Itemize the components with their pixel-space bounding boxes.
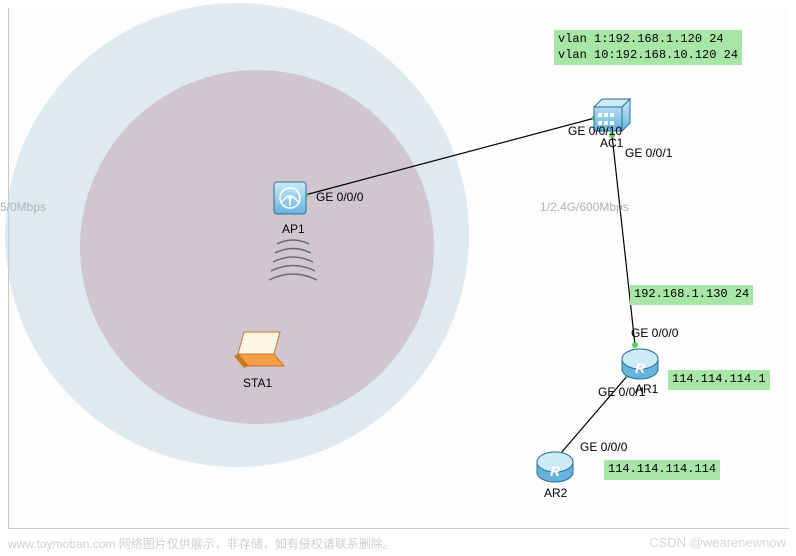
- port-label: GE 0/0/1: [625, 146, 672, 160]
- node-ap1-label: AP1: [282, 222, 305, 236]
- wifi-waves-icon: [263, 238, 323, 294]
- note-ar1-ip: 192.168.1.130 24: [630, 285, 753, 305]
- node-sta1[interactable]: [230, 330, 286, 377]
- port-label: GE 0/0/1: [598, 385, 645, 399]
- router-icon: R: [535, 448, 575, 484]
- watermark-source: www.toymoban.com 网络图片仅供展示，非存储，如有侵权请联系删除。: [8, 535, 395, 552]
- port-label: GE 0/0/10: [568, 124, 622, 138]
- note-ac1-vlans: vlan 1:192.168.1.120 24 vlan 10:192.168.…: [554, 30, 742, 65]
- ap-icon: [272, 180, 308, 216]
- radio-label-left: 5/0Mbps: [0, 200, 46, 214]
- node-ac1-label: AC1: [600, 136, 623, 150]
- node-ar2[interactable]: R: [535, 448, 575, 487]
- router-icon: R: [620, 345, 660, 381]
- svg-text:R: R: [635, 360, 646, 376]
- node-ar2-label: AR2: [544, 486, 567, 500]
- port-label: GE 0/0/0: [631, 326, 678, 340]
- port-label: GE 0/0/0: [316, 190, 363, 204]
- radio-label-right: 1/2.4G/600Mbps: [540, 200, 629, 214]
- node-ar1[interactable]: R: [620, 345, 660, 384]
- note-ar1-wan: 114.114.114.1: [668, 370, 770, 390]
- note-ar2-ip: 114.114.114.114: [604, 460, 720, 480]
- watermark-author: CSDN @wearenewnow: [649, 535, 786, 550]
- port-label: GE 0/0/0: [580, 440, 627, 454]
- svg-text:R: R: [550, 463, 561, 479]
- node-sta1-label: STA1: [243, 376, 272, 390]
- laptop-icon: [230, 330, 286, 374]
- node-ap1[interactable]: [272, 180, 308, 219]
